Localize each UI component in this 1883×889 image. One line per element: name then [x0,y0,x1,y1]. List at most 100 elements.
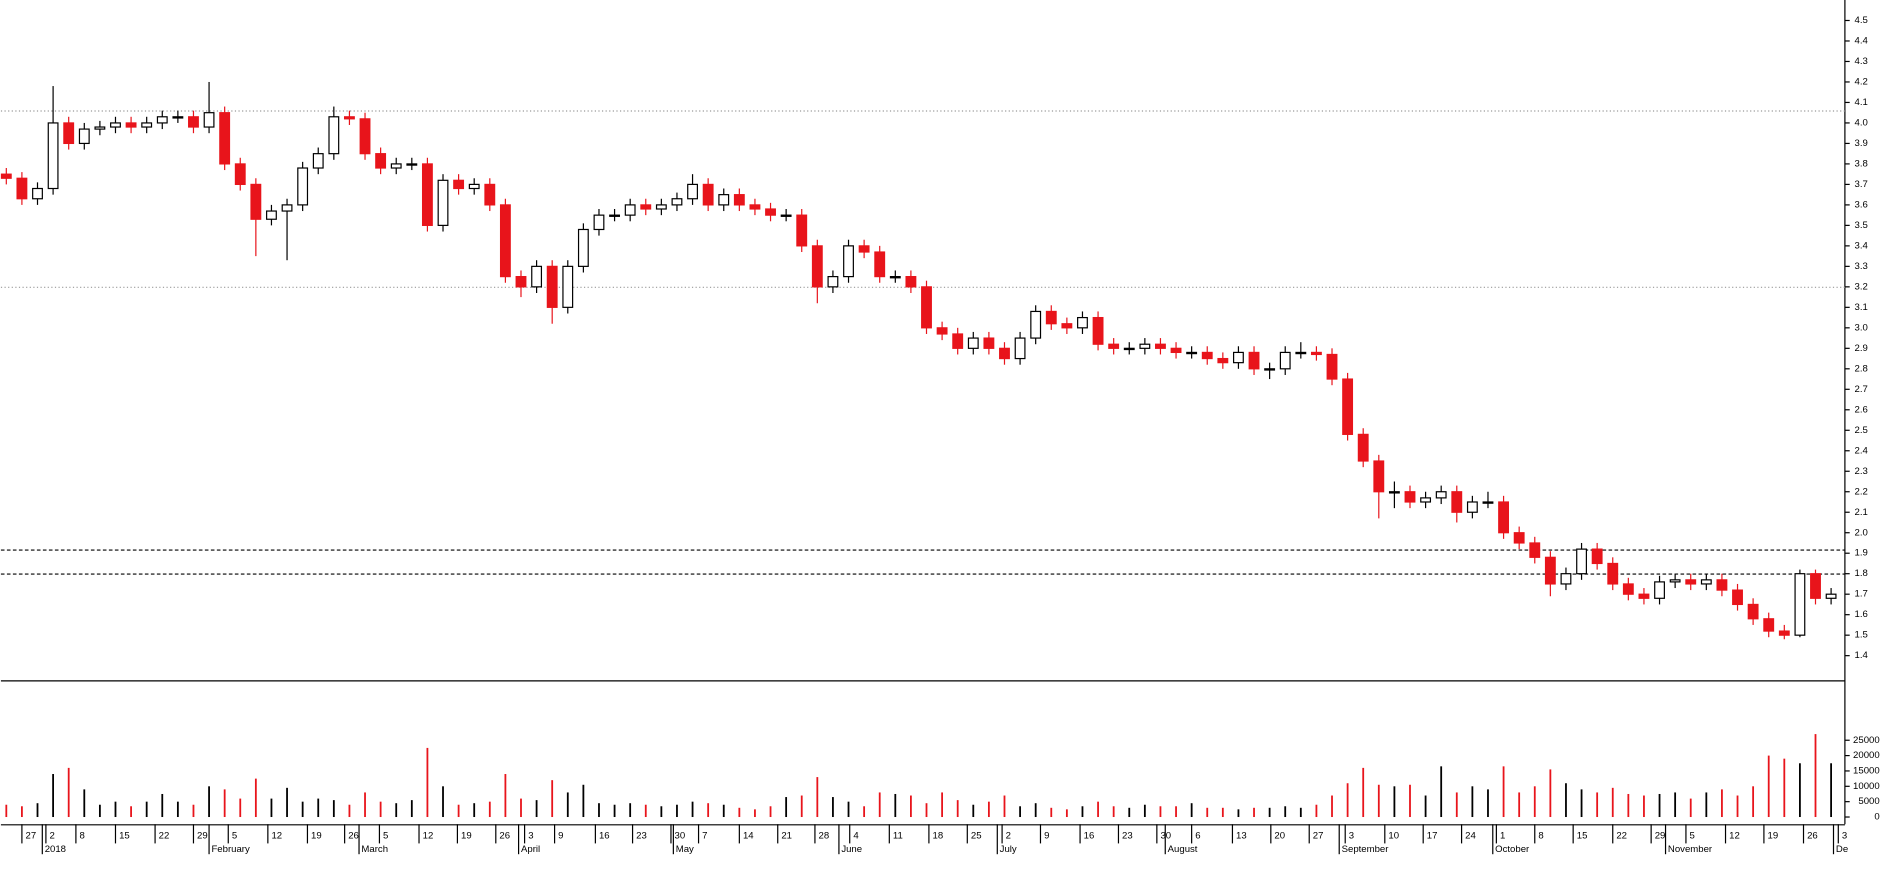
candle-body [468,183,480,190]
volume-bar [1549,769,1552,818]
candle-body [1014,337,1026,360]
y-tick-label: 4.3 [1854,56,1867,67]
volume-bar [1331,795,1333,818]
y-tick-label: 1.8 [1854,568,1867,579]
candle-body [453,179,465,190]
candle-body [967,337,979,349]
y-tick-label: 2.0 [1854,527,1867,538]
volume-bar [1580,789,1583,818]
volume-bar [208,786,210,818]
volume-bar [769,806,772,818]
y-tick-label: 1.6 [1854,609,1867,620]
x-tick-label: 8 [1538,831,1543,842]
y-tick-label: 1.5 [1854,630,1867,641]
candle-body [1077,316,1088,329]
y-tick-label: 2.5 [1854,425,1867,436]
candle-body [1310,351,1322,356]
x-tick-label: 29 [197,831,208,842]
month-label: October [1495,844,1530,855]
y-tick-label: 3.8 [1854,158,1867,169]
x-tick-label: 18 [933,831,944,842]
y-tick-label: 2.7 [1854,384,1867,395]
volume-bar [1299,807,1302,818]
volume-bar [1689,798,1692,818]
candle-body [1544,556,1556,585]
volume-bar [192,804,195,818]
candle-body [1513,532,1525,544]
x-tick-label: 15 [119,831,130,842]
volume-bar [1565,783,1567,818]
volume-bar [520,798,522,818]
candle-body [203,112,215,128]
candle-body [219,112,231,165]
candle-body [1747,603,1759,620]
candle-body [1435,491,1447,499]
x-tick-label: 15 [1577,831,1588,842]
candle-body [1778,630,1790,636]
candle-body [1810,573,1821,599]
volume-bar [785,797,788,818]
candle-body [172,116,184,119]
volume-bar [1159,806,1162,818]
volume-bar [1143,804,1146,818]
volume-bar [1050,807,1053,818]
candle-body [156,116,168,124]
x-tick-label: 12 [423,831,434,842]
candle-body [1201,351,1213,360]
month-label: August [1168,844,1198,855]
volume-bar [254,778,257,818]
y-tick-label: 4.1 [1854,97,1867,108]
volume-tick-label: 20000 [1853,750,1880,761]
candle-body [640,204,652,210]
volume-bar [1471,786,1474,818]
candle-body [234,163,246,186]
volume-bar [1783,758,1786,818]
x-tick-label: 12 [1729,831,1740,842]
candle-body [1357,433,1369,462]
volume-bar [691,801,694,818]
candle-body [546,265,558,308]
x-tick-label: 27 [26,831,37,842]
volume-bar [598,803,600,818]
candle-body [297,167,309,206]
x-tick-label: 2 [1006,831,1011,842]
candle-body [671,198,683,206]
candle-body [390,163,402,169]
volume-bar [36,803,39,818]
volume-bar [1097,801,1099,818]
x-tick-label: 26 [348,831,359,842]
volume-bar [722,804,725,818]
y-tick-label: 4.2 [1854,76,1867,87]
candle-body [1170,347,1182,354]
volume-bar [816,777,819,818]
x-tick-label: 3 [528,831,533,842]
month-label: May [676,844,694,855]
x-tick-label: 2 [50,831,55,842]
candle-body [624,204,636,216]
candle-body [1654,581,1665,599]
candle-body [593,214,605,231]
volume-bar [582,784,585,818]
candle-body [359,118,371,155]
candle-body [250,183,262,220]
volume-bar [1128,807,1131,818]
volume-bar [457,804,460,818]
candle-body [1108,343,1120,349]
candle-body [1373,460,1385,493]
candle-body [1716,579,1728,591]
y-tick-label: 1.4 [1854,650,1868,661]
candle-body [1825,593,1837,599]
volume-bar [925,803,928,818]
candle-body [905,276,917,288]
y-tick-label: 4.5 [1854,15,1867,26]
candle-body [702,183,714,206]
candle-body [437,179,449,226]
volume-tick-label: 5000 [1858,796,1879,807]
volume-bar [1658,793,1661,818]
x-tick-label: 17 [1427,831,1438,842]
candle-body [1186,351,1198,355]
candle-body [1248,351,1260,370]
candle-body [1232,351,1244,364]
x-tick-label: 19 [311,831,322,842]
